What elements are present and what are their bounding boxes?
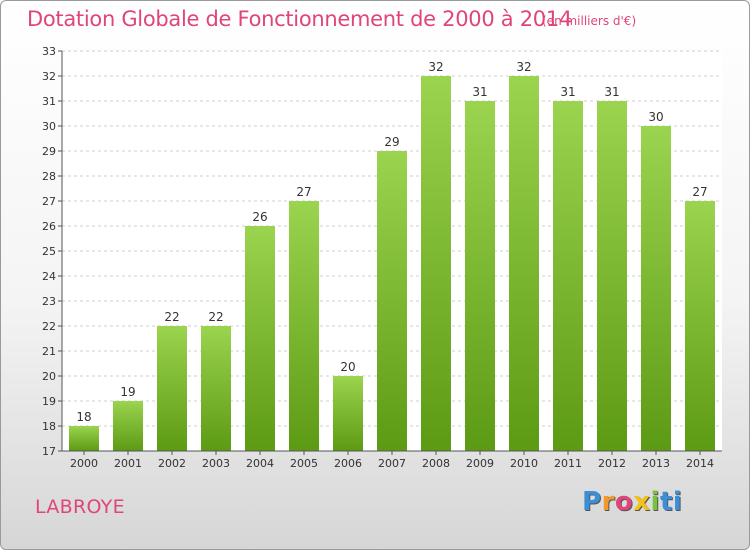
commune-name: LABROYE — [35, 496, 125, 518]
x-tick-label: 2006 — [334, 457, 362, 470]
y-tick-label: 33 — [42, 45, 56, 58]
bar — [597, 101, 627, 451]
bar — [421, 76, 451, 451]
y-tick-label: 18 — [42, 420, 56, 433]
data-label: 31 — [560, 85, 575, 99]
y-tick-label: 25 — [42, 245, 56, 258]
bar — [69, 426, 99, 451]
data-label: 31 — [472, 85, 487, 99]
chart-subtitle: (en milliers d'€) — [542, 14, 637, 28]
data-label: 26 — [252, 210, 267, 224]
data-label: 31 — [604, 85, 619, 99]
data-label: 22 — [208, 310, 223, 324]
bar — [245, 226, 275, 451]
y-tick-label: 19 — [42, 395, 56, 408]
bar — [377, 151, 407, 451]
data-label: 32 — [516, 60, 531, 74]
x-tick-label: 2008 — [422, 457, 450, 470]
logo-letter: P — [582, 487, 602, 517]
y-tick-label: 30 — [42, 120, 56, 133]
x-tick-label: 2003 — [202, 457, 230, 470]
y-tick-label: 32 — [42, 70, 56, 83]
bar — [201, 326, 231, 451]
logo-letter: o — [614, 487, 634, 517]
data-label: 27 — [692, 185, 707, 199]
bar — [509, 76, 539, 451]
bar — [553, 101, 583, 451]
data-label: 22 — [164, 310, 179, 324]
x-tick-label: 2011 — [554, 457, 582, 470]
x-tick-label: 2004 — [246, 457, 274, 470]
y-tick-label: 24 — [42, 270, 56, 283]
x-tick-label: 2014 — [686, 457, 714, 470]
data-label: 29 — [384, 135, 399, 149]
y-tick-label: 28 — [42, 170, 56, 183]
y-tick-label: 21 — [42, 345, 56, 358]
y-tick-label: 27 — [42, 195, 56, 208]
y-tick-label: 31 — [42, 95, 56, 108]
y-tick-label: 17 — [42, 445, 56, 458]
bar — [113, 401, 143, 451]
y-tick-label: 23 — [42, 295, 56, 308]
y-tick-label: 22 — [42, 320, 56, 333]
logo-letter: i — [650, 487, 660, 517]
data-label: 27 — [296, 185, 311, 199]
data-label: 30 — [648, 110, 663, 124]
x-tick-label: 2005 — [290, 457, 318, 470]
x-tick-label: 2000 — [70, 457, 98, 470]
proxiti-logo: Proxiti — [582, 487, 682, 517]
logo-letter: r — [601, 487, 615, 517]
x-tick-label: 2013 — [642, 457, 670, 470]
bar — [289, 201, 319, 451]
y-tick-label: 29 — [42, 145, 56, 158]
x-tick-label: 2007 — [378, 457, 406, 470]
x-tick-label: 2010 — [510, 457, 538, 470]
data-label: 20 — [340, 360, 355, 374]
bar — [685, 201, 715, 451]
bar — [333, 376, 363, 451]
data-label: 19 — [120, 385, 135, 399]
x-tick-label: 2001 — [114, 457, 142, 470]
y-tick-label: 26 — [42, 220, 56, 233]
data-label: 18 — [76, 410, 91, 424]
logo-letter: ti — [659, 487, 683, 517]
x-tick-label: 2012 — [598, 457, 626, 470]
data-label: 32 — [428, 60, 443, 74]
bar — [641, 126, 671, 451]
bar — [157, 326, 187, 451]
chart-title: Dotation Globale de Fonctionnement de 20… — [27, 7, 572, 31]
x-tick-label: 2002 — [158, 457, 186, 470]
bar — [465, 101, 495, 451]
logo-letter: x — [633, 487, 651, 517]
x-tick-label: 2009 — [466, 457, 494, 470]
y-tick-label: 20 — [42, 370, 56, 383]
